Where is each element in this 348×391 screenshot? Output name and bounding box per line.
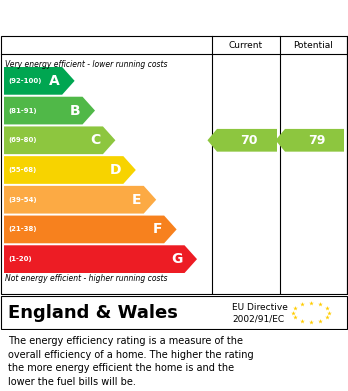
Text: (21-38): (21-38) <box>8 226 37 232</box>
Polygon shape <box>4 156 136 184</box>
Text: Not energy efficient - higher running costs: Not energy efficient - higher running co… <box>5 274 167 283</box>
Polygon shape <box>4 126 116 154</box>
Text: D: D <box>110 163 121 177</box>
Text: Potential: Potential <box>294 41 333 50</box>
Polygon shape <box>207 129 277 152</box>
Polygon shape <box>4 67 74 95</box>
Text: G: G <box>171 252 183 266</box>
Text: (1-20): (1-20) <box>8 256 32 262</box>
Polygon shape <box>4 215 177 243</box>
Text: The energy efficiency rating is a measure of the
overall efficiency of a home. T: The energy efficiency rating is a measur… <box>8 336 254 387</box>
Text: (92-100): (92-100) <box>8 78 41 84</box>
Polygon shape <box>4 186 156 213</box>
Text: 70: 70 <box>240 134 258 147</box>
Text: (39-54): (39-54) <box>8 197 37 203</box>
Text: 79: 79 <box>308 134 325 147</box>
Text: Energy Efficiency Rating: Energy Efficiency Rating <box>10 10 220 25</box>
Text: B: B <box>70 104 80 118</box>
Text: (55-68): (55-68) <box>8 167 36 173</box>
Polygon shape <box>276 129 344 152</box>
Text: Current: Current <box>229 41 263 50</box>
Text: 2002/91/EC: 2002/91/EC <box>232 314 284 323</box>
Polygon shape <box>4 97 95 124</box>
Polygon shape <box>4 245 197 273</box>
Text: England & Wales: England & Wales <box>8 303 178 321</box>
Text: E: E <box>132 193 142 207</box>
Text: F: F <box>153 222 162 237</box>
Text: EU Directive: EU Directive <box>232 303 288 312</box>
Text: (81-91): (81-91) <box>8 108 37 113</box>
Text: A: A <box>49 74 60 88</box>
Text: Very energy efficient - lower running costs: Very energy efficient - lower running co… <box>5 60 167 69</box>
Text: (69-80): (69-80) <box>8 137 37 143</box>
Text: C: C <box>91 133 101 147</box>
